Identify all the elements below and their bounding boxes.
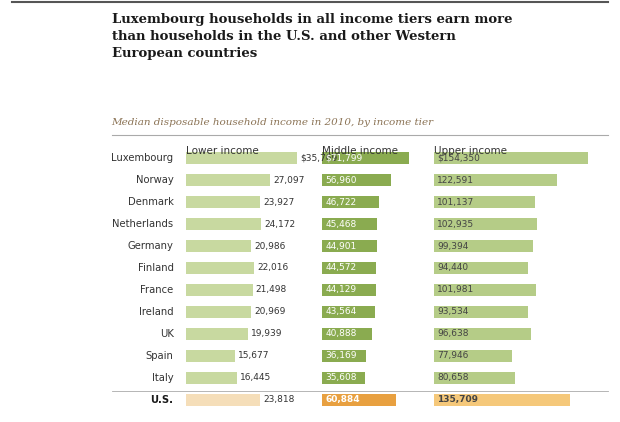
Text: 96,638: 96,638 xyxy=(437,329,469,338)
Text: 19,939: 19,939 xyxy=(251,329,283,338)
Text: Netherlands: Netherlands xyxy=(112,219,174,229)
Text: Germany: Germany xyxy=(128,241,174,251)
Text: Luxembourg households in all income tiers earn more
than households in the U.S. : Luxembourg households in all income tier… xyxy=(112,13,512,60)
Text: Spain: Spain xyxy=(146,351,174,361)
Text: 24,172: 24,172 xyxy=(264,219,295,229)
Text: 80,658: 80,658 xyxy=(437,373,469,382)
Text: France: France xyxy=(140,285,174,295)
Text: 20,969: 20,969 xyxy=(254,307,285,316)
Text: Lower income: Lower income xyxy=(186,146,259,156)
Text: $35,769: $35,769 xyxy=(300,154,337,163)
Text: 43,564: 43,564 xyxy=(326,307,356,316)
Text: Median disposable household income in 2010, by income tier: Median disposable household income in 20… xyxy=(112,118,434,127)
Text: 135,709: 135,709 xyxy=(437,395,478,404)
Text: 77,946: 77,946 xyxy=(437,351,469,360)
Text: 122,591: 122,591 xyxy=(437,176,474,185)
Text: 36,169: 36,169 xyxy=(326,351,357,360)
Text: 20,986: 20,986 xyxy=(254,241,286,251)
Text: 46,722: 46,722 xyxy=(326,197,356,207)
Text: 27,097: 27,097 xyxy=(273,176,304,185)
Text: 101,137: 101,137 xyxy=(437,197,474,207)
Text: $71,799: $71,799 xyxy=(326,154,363,163)
Text: 35,608: 35,608 xyxy=(326,373,357,382)
Text: 60,884: 60,884 xyxy=(326,395,360,404)
Text: 101,981: 101,981 xyxy=(437,285,474,295)
Text: 40,888: 40,888 xyxy=(326,329,357,338)
Text: $154,350: $154,350 xyxy=(437,154,480,163)
Text: 21,498: 21,498 xyxy=(255,285,287,295)
Text: 56,960: 56,960 xyxy=(326,176,357,185)
Text: Finland: Finland xyxy=(138,263,174,273)
Text: 22,016: 22,016 xyxy=(257,263,288,273)
Text: 16,445: 16,445 xyxy=(240,373,272,382)
Text: 15,677: 15,677 xyxy=(237,351,269,360)
Text: Ireland: Ireland xyxy=(139,307,174,317)
Text: 23,818: 23,818 xyxy=(263,395,294,404)
Text: Denmark: Denmark xyxy=(128,197,174,207)
Text: 23,927: 23,927 xyxy=(264,197,294,207)
Text: U.S.: U.S. xyxy=(151,395,174,405)
Text: 45,468: 45,468 xyxy=(326,219,356,229)
Text: Luxembourg: Luxembourg xyxy=(112,153,174,163)
Text: Norway: Norway xyxy=(136,175,174,185)
Text: Upper income: Upper income xyxy=(434,146,507,156)
Text: UK: UK xyxy=(160,329,174,339)
Text: 44,129: 44,129 xyxy=(326,285,356,295)
Text: 44,901: 44,901 xyxy=(326,241,356,251)
Text: Middle income: Middle income xyxy=(322,146,399,156)
Text: 99,394: 99,394 xyxy=(437,241,469,251)
Text: 94,440: 94,440 xyxy=(437,263,468,273)
Text: Italy: Italy xyxy=(152,373,174,383)
Text: 93,534: 93,534 xyxy=(437,307,469,316)
Text: 102,935: 102,935 xyxy=(437,219,474,229)
Text: 44,572: 44,572 xyxy=(326,263,356,273)
